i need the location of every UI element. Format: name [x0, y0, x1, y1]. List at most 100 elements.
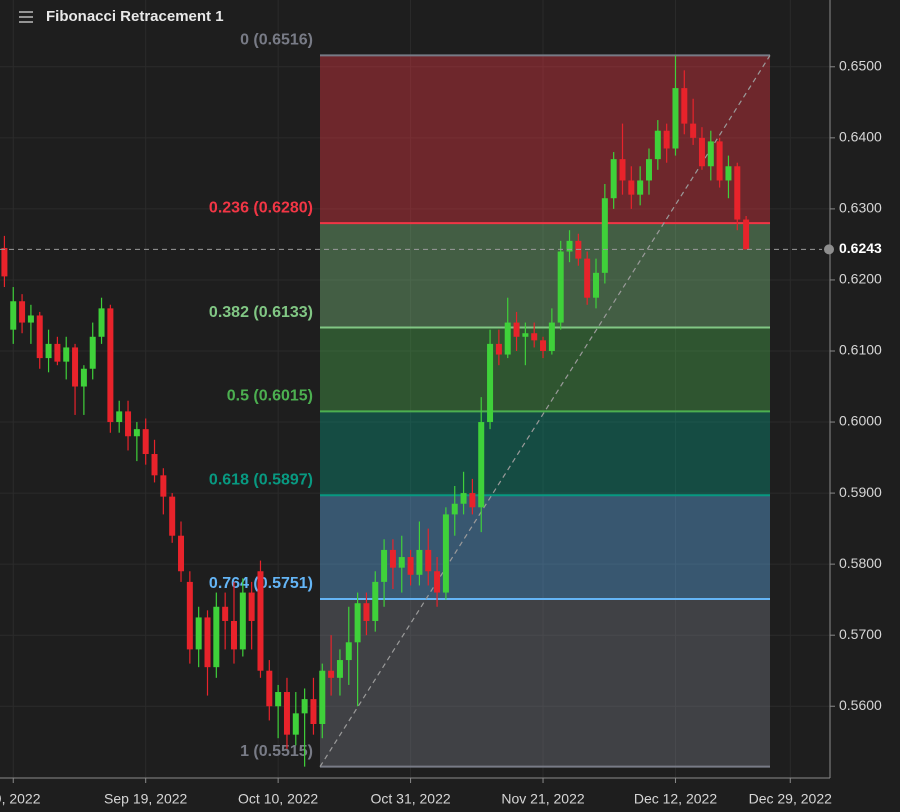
last-price-label: 0.6243 [839, 240, 882, 256]
candle-body [89, 336, 96, 369]
x-tick-label: Oct 31, 2022 [370, 791, 450, 807]
candle-body [275, 692, 282, 707]
candle-body [513, 322, 520, 337]
candle-body [72, 347, 79, 387]
candle-body [354, 603, 361, 643]
axes: 0.5600 0.5700 0.5800 0.5900 0.6000 0.6100 0.62… [0, 0, 882, 807]
candle-body [178, 535, 185, 572]
candle-body [151, 454, 158, 476]
candle-body [672, 88, 679, 149]
candle-body [125, 411, 132, 437]
fib-zone [320, 327, 770, 412]
candle-body [442, 514, 449, 593]
candle-body [169, 496, 176, 536]
candle-body [698, 137, 705, 167]
candle-body [654, 130, 661, 160]
candle-body [107, 308, 114, 423]
candle-body [10, 301, 17, 330]
candle-body [645, 159, 652, 181]
candle-body [593, 272, 600, 298]
candle-body [628, 180, 635, 195]
candle-body [19, 301, 26, 323]
candle-body [531, 333, 538, 341]
candle-body [27, 315, 34, 323]
candle-body [495, 343, 502, 355]
candle-body [557, 251, 564, 323]
candle-body [469, 493, 476, 508]
y-tick-label: 0.5600 [839, 697, 882, 713]
x-tick-label: Oct 10, 2022 [238, 791, 318, 807]
candle-body [133, 429, 140, 437]
candle-body [716, 141, 723, 181]
candle-body [310, 699, 317, 725]
y-tick-label: 0.6300 [839, 200, 882, 216]
candle-body [601, 198, 608, 273]
candle-body [372, 581, 379, 621]
candle-body [80, 368, 87, 387]
candle-body [336, 660, 343, 678]
fibonacci-tool: 0 (0.6516) 0.236 (0.6280) 0.382 (0.6133) 0.… [209, 32, 771, 768]
candle-body [619, 159, 626, 181]
last-price-dot [824, 244, 834, 255]
fib-zone [320, 223, 770, 328]
indicator-title: Fibonacci Retracement 1 [46, 8, 224, 25]
candle-body [36, 315, 43, 359]
candles [1, 55, 750, 767]
candle-body [116, 411, 123, 423]
candle-body [707, 141, 714, 167]
candle-body [230, 620, 237, 650]
legend-title: Fibonacci Retracement 1 [19, 8, 224, 25]
candle-body [637, 180, 644, 195]
candle-body [398, 557, 405, 568]
candle-body [725, 166, 732, 181]
candle-body [266, 670, 273, 707]
candle-body [407, 557, 414, 575]
candle-body [540, 340, 547, 351]
candle-body [160, 475, 167, 497]
candle-body [681, 88, 688, 124]
candle-body [389, 549, 396, 568]
y-tick-label: 0.5900 [839, 484, 882, 500]
candle-body [63, 347, 70, 362]
y-tick-label: 0.6500 [839, 57, 882, 73]
candle-body [345, 642, 352, 661]
candle-body [425, 549, 432, 572]
candle-body [416, 549, 423, 575]
candle-body [690, 123, 697, 138]
fib-level-label: 0 (0.6516) [240, 32, 313, 49]
candle-body [548, 322, 555, 351]
fib-level-label: 1 (0.5515) [240, 743, 313, 760]
y-tick-label: 0.6000 [839, 413, 882, 429]
fib-zone [320, 495, 770, 599]
candle-body [292, 713, 299, 735]
candle-body [734, 166, 741, 220]
candle-body [195, 617, 202, 650]
fib-level-label: 0.382 (0.6133) [209, 304, 313, 321]
candle-body [204, 617, 211, 668]
candle-body [98, 308, 105, 337]
x-tick-label: 29, 2022 [0, 791, 41, 807]
x-tick-label: Nov 21, 2022 [501, 791, 584, 807]
candle-body [663, 130, 670, 149]
candle-body [213, 606, 220, 668]
candle-body [434, 571, 441, 593]
y-tick-label: 0.6100 [839, 342, 882, 358]
candle-body [584, 258, 591, 298]
candle-body [222, 606, 229, 621]
candle-body [239, 592, 246, 650]
candle-body [328, 670, 335, 678]
candle-body [283, 692, 290, 735]
x-tick-label: Sep 19, 2022 [104, 791, 188, 807]
grid [0, 0, 830, 778]
candle-body [257, 571, 264, 671]
candle-body [487, 343, 494, 423]
y-tick-label: 0.5800 [839, 555, 882, 571]
fib-level-label: 0.618 (0.5897) [209, 471, 313, 488]
candle-body [45, 343, 52, 359]
candle-body [522, 333, 529, 337]
candle-body [1, 247, 8, 277]
candle-body [301, 699, 308, 714]
candle-body [451, 503, 458, 515]
